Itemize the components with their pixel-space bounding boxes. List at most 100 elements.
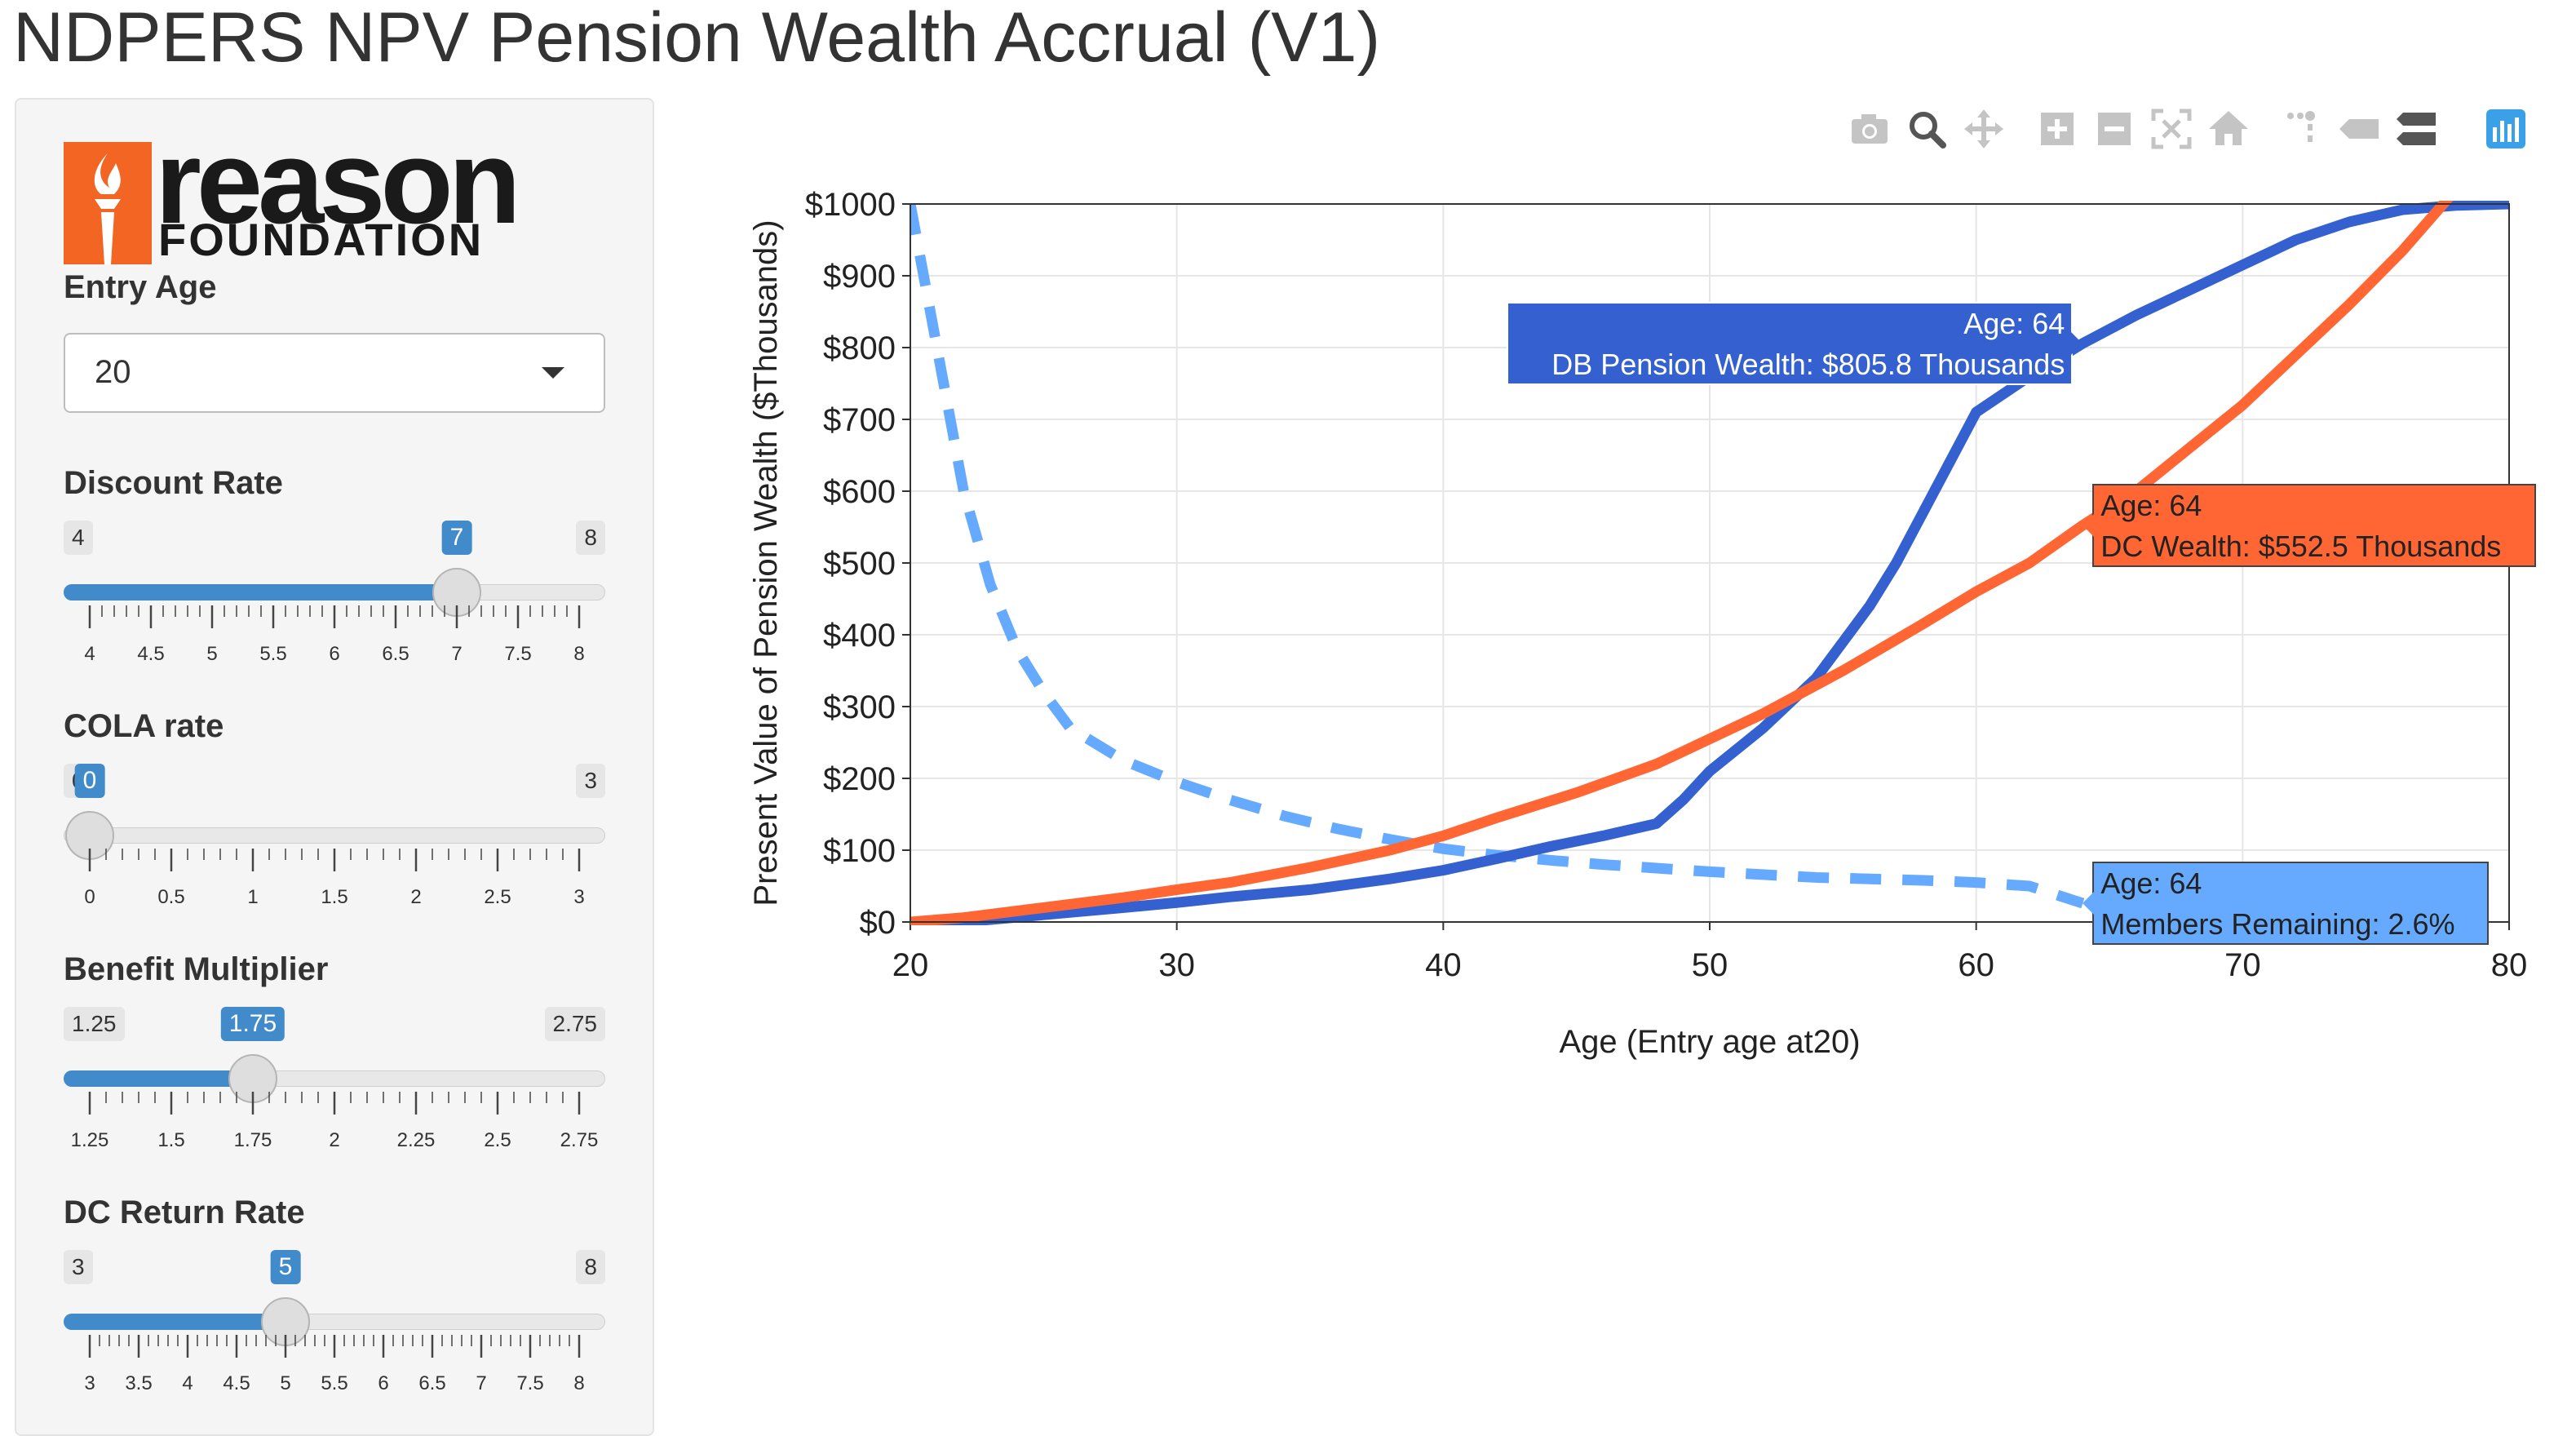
cola-rate-slider[interactable]: 03000.511.522.53: [64, 764, 605, 908]
slider-tick-label: 5: [280, 1372, 291, 1394]
logo-subtitle: FOUNDATION: [158, 214, 485, 265]
slider-max-label: 3: [576, 764, 605, 798]
slider-tick-label: 3: [573, 886, 585, 908]
plot-modebar: [1827, 106, 2561, 155]
hover-closest-icon[interactable]: [2336, 106, 2382, 152]
slider-tick-label: 3.5: [125, 1372, 153, 1394]
hover-label-text: Age: 64: [2100, 488, 2202, 522]
slider-tick-label: 7.5: [516, 1372, 544, 1394]
slider-tick-label: 4: [84, 643, 95, 665]
y-tick-label: $1000: [805, 187, 896, 223]
slider-min-label: 1.25: [64, 1007, 125, 1041]
slider-tick-label: 2.75: [560, 1129, 599, 1151]
slider-tick-label: 4.5: [137, 643, 165, 665]
entry-age-value: 20: [95, 354, 131, 390]
autoscale-icon[interactable]: [2149, 106, 2194, 152]
dc-hover-label: Age: 64 DC Wealth: $552.5 Thousands: [2092, 483, 2537, 567]
x-tick-label: 50: [1692, 947, 1728, 983]
camera-icon[interactable]: [1847, 106, 1892, 152]
slider-value-bubble: 0: [74, 764, 105, 798]
slider-tick-label: 5.5: [321, 1372, 348, 1394]
plotly-logo-icon[interactable]: [2483, 106, 2529, 152]
x-tick-label: 30: [1158, 947, 1195, 983]
x-tick-label: 40: [1425, 947, 1462, 983]
slider-value-bubble: 1.75: [220, 1007, 285, 1041]
discount-rate-label: Discount Rate: [64, 465, 283, 501]
y-tick-label: $800: [823, 330, 896, 366]
dc-return-rate-label: DC Return Rate: [64, 1194, 305, 1230]
page-title: NDPERS NPV Pension Wealth Accrual (V1): [13, 0, 1381, 77]
db-hover-label: Age: 64 DB Pension Wealth: $805.8 Thousan…: [1507, 301, 2074, 385]
x-tick-label: 70: [2224, 947, 2261, 983]
slider-value-bubble: 5: [270, 1250, 301, 1284]
logo-wordmark: reason: [155, 115, 521, 248]
hover-label-text: Members Remaining: 2.6%: [2100, 907, 2455, 942]
slider-max-label: 8: [576, 1250, 605, 1284]
x-tick-label: 80: [2491, 947, 2528, 983]
hover-pointer: [2082, 513, 2095, 537]
slider-tick-label: 7: [451, 643, 463, 665]
slider-tick-label: 7: [476, 1372, 487, 1394]
hover-pointer: [2071, 331, 2083, 355]
y-axis-ticks: $0 $100 $200 $300 $400 $500 $600 $700 $800 $900 $1…: [805, 187, 910, 941]
reason-foundation-logo: reason FOUNDATION: [64, 121, 569, 265]
y-axis-title: Present Value of Pension Wealth ($Thousa…: [748, 219, 784, 906]
entry-age-label: Entry Age: [64, 269, 217, 305]
members-hover-label: Age: 64 Members Remaining: 2.6%: [2092, 862, 2490, 946]
slider-ticks: [88, 849, 581, 871]
slider-tick-label: 1.5: [321, 886, 348, 908]
slider-value-bubble: 7: [441, 521, 472, 555]
y-tick-label: $700: [823, 402, 896, 438]
spike-lines-icon[interactable]: [2279, 106, 2325, 152]
slider-tick-label: 5.5: [259, 643, 287, 665]
home-icon[interactable]: [2206, 106, 2251, 152]
zoom-out-icon[interactable]: [2091, 106, 2137, 152]
slider-tick-label: 8: [573, 643, 585, 665]
slider-tick-label: 4.5: [223, 1372, 250, 1394]
zoom-in-icon[interactable]: [2034, 106, 2080, 152]
slider-max-label: 8: [576, 521, 605, 555]
slider-tick-label: 2: [410, 886, 422, 908]
pan-icon[interactable]: [1961, 106, 2007, 152]
slider-tick-label: 1.5: [157, 1129, 185, 1151]
hover-compare-icon[interactable]: [2393, 106, 2439, 152]
zoom-icon[interactable]: [1904, 106, 1950, 152]
slider-fill: [64, 1070, 253, 1087]
x-axis-ticks: 20 30 40 50 60 70 80: [892, 922, 2528, 983]
torch-icon: [64, 142, 152, 264]
benefit-multiplier-slider[interactable]: 1.25 2.75 1.75 1.25 1.5 1.75 2 2.25 2.5 2.75: [64, 1007, 605, 1151]
slider-tick-label: 1.25: [70, 1129, 109, 1151]
hover-label-text: Age: 64: [1963, 306, 2065, 340]
y-tick-label: $400: [823, 618, 896, 654]
slider-tick-label: 2.25: [396, 1129, 436, 1151]
slider-max-label: 2.75: [544, 1007, 605, 1041]
slider-tick-label: 0: [84, 886, 95, 908]
x-tick-label: 20: [892, 947, 929, 983]
slider-tick-label: 1: [247, 886, 259, 908]
y-tick-label: $500: [823, 546, 896, 582]
dc-series-line[interactable]: [910, 163, 2482, 925]
dc-return-rate-slider[interactable]: 3 8 5 3 3.5 4 4.5 5 5.5 6 6.5 7 7.5 8: [64, 1250, 605, 1394]
slider-tick-label: 6: [378, 1372, 389, 1394]
cola-rate-label: COLA rate: [64, 708, 224, 744]
slider-fill: [64, 584, 457, 601]
y-tick-label: $200: [823, 761, 896, 797]
slider-tick-label: 6.5: [418, 1372, 446, 1394]
slider-track[interactable]: [64, 827, 605, 844]
members-series-line[interactable]: [910, 202, 2085, 909]
slider-fill: [64, 1314, 285, 1330]
x-tick-label: 60: [1958, 947, 1994, 983]
hover-label-text: DC Wealth: $552.5 Thousands: [2100, 529, 2502, 563]
entry-age-select[interactable]: 20: [64, 333, 605, 413]
sidebar-panel: reason FOUNDATION Entry Age 20 Discount …: [15, 98, 654, 1436]
y-tick-label: $300: [823, 689, 896, 725]
slider-tick-label: 2: [329, 1129, 340, 1151]
hover-label-text: DB Pension Wealth: $805.8 Thousands: [1551, 347, 2065, 381]
y-tick-label: $100: [823, 833, 896, 869]
discount-rate-slider[interactable]: 4 8 7 4 4.5 5 5.5 6 6.5 7 7.5 8: [64, 521, 605, 665]
slider-ticks: [88, 1092, 581, 1115]
series-lines: [910, 163, 2509, 925]
hover-label-text: Age: 64: [2100, 866, 2202, 901]
benefit-multiplier-label: Benefit Multiplier: [64, 951, 329, 987]
hover-pointer: [2082, 892, 2095, 915]
